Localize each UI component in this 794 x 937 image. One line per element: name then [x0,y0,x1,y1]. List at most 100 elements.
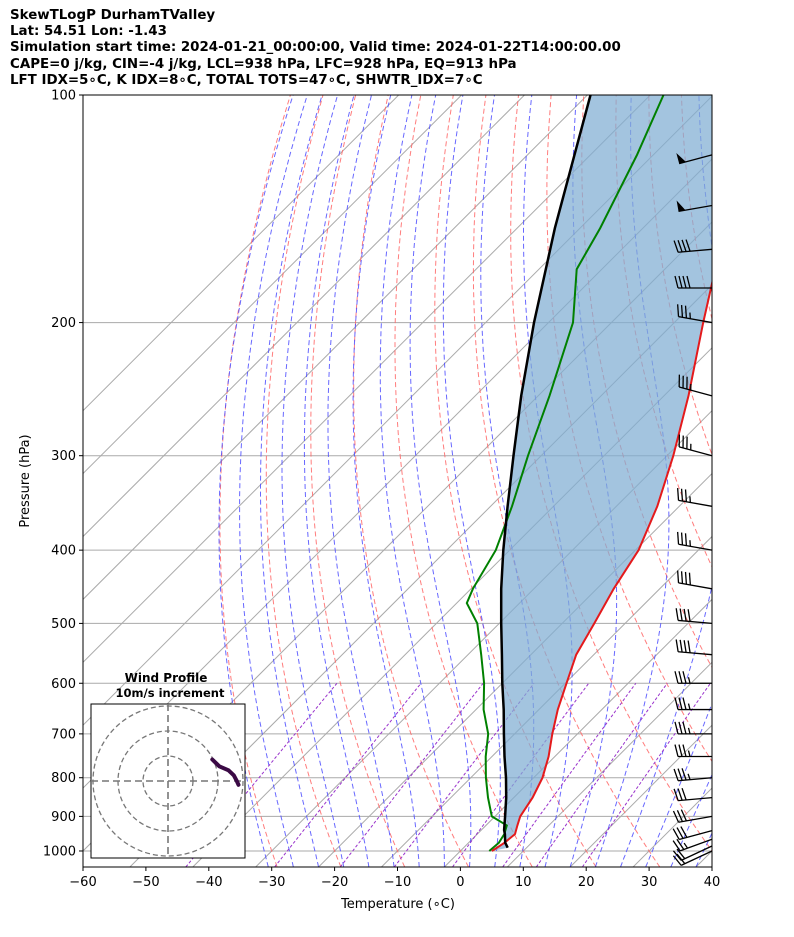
barb-flag [680,809,687,822]
moist-adiabat [218,95,294,867]
barb-staff [678,386,713,397]
hodograph-title: Wind Profile [125,671,208,685]
moist-adiabat [327,95,395,867]
barb-flag [684,305,688,319]
barb-flag [676,810,684,822]
barb-flag [683,640,687,653]
wind-barb [673,239,713,253]
barb-staff [678,446,713,457]
mixing-ratio-line [502,683,637,867]
barb-half-flag [687,773,691,780]
barb-flag [679,639,683,653]
barb-flag [685,239,691,252]
barb-flag [672,850,682,861]
barb-flag [678,697,683,710]
axes: −60 −50 −40 −30 −20 −10 0 10 20 30 40 100 200 300 400 5… [43,89,720,891]
moist-adiabat [480,95,535,867]
barb-flag [682,275,687,289]
wind-barb [676,488,713,507]
y-tick-label: 200 [51,316,76,331]
moist-adiabat [379,95,445,867]
barb-flag [678,721,683,735]
barb-staff [678,582,713,590]
dry-adiabat [779,95,794,867]
moist-adiabat [260,95,323,867]
barb-flag [680,488,684,502]
dry-adiabat [648,95,712,457]
dewpoint-line [465,95,665,852]
barb-staff [680,845,713,861]
barb-staff [678,499,713,507]
dry-adiabat [714,95,794,867]
chart-header: SkewTLogP DurhamTValley Lat: 54.51 Lon: … [10,8,621,89]
y-tick-label: 100 [51,89,76,104]
wind-barb [676,570,713,590]
barb-staff [680,850,713,866]
moist-adiabat [303,95,370,867]
barb-flag [675,639,679,652]
barb-flag [678,671,683,684]
time-line: Simulation start time: 2024-01-21_00:00:… [10,40,621,56]
barb-flag [676,853,686,865]
x-tick-label: 0 [456,875,464,890]
barb-flag [681,239,687,252]
isotherm-line [83,95,651,663]
hodograph-plot [91,704,245,858]
barb-flag [677,768,683,781]
barb-flag [678,275,683,289]
y-tick-label: 400 [51,544,76,559]
barb-half-flag [687,750,691,757]
barb-flag [680,571,684,584]
barb-pennant [676,153,686,164]
barb-flag [682,721,687,735]
x-tick-label: −30 [258,875,285,890]
moist-adiabat [442,95,501,867]
dry-adiabat [394,95,533,867]
isotherm-line [444,598,712,867]
cape-line: CAPE=0 j/kg, CIN=-4 j/kg, LCL=938 hPa, L… [10,56,517,72]
barb-flag [682,697,687,710]
moist-adiabat [670,773,712,867]
isotherm-line [83,95,400,412]
x-tick-label: 10 [515,875,532,890]
wind-barb [674,671,712,684]
barb-flag [683,608,687,622]
index-line: LFT IDX=5∘C, K IDX=8∘C, TOTAL TOTS=47∘C,… [10,72,483,88]
barb-flag [674,697,679,710]
barb-staff [678,777,713,782]
barb-flag [676,838,685,850]
barb-flag [672,855,682,866]
parcel-line [499,95,592,849]
barb-flag [676,827,684,839]
wind-barb [675,608,713,625]
mixing-ratio-line [535,683,668,867]
moist-adiabat [645,702,712,867]
barb-staff [678,619,713,625]
barb-flag [673,768,679,781]
barb-flag [676,488,680,501]
barb-flag [682,744,687,757]
x-tick-label: −10 [384,875,411,890]
moist-adiabat [620,95,712,867]
barb-flag [674,671,679,684]
barb-flag [686,275,691,289]
barb-flag [680,304,684,318]
wind-barb [672,809,713,823]
isotherm-line [83,95,588,601]
barb-flag [684,533,688,546]
y-tick-label: 900 [51,810,76,825]
barb-flag [680,532,684,545]
barb-pennant [676,200,686,212]
wind-barb [674,697,712,711]
barb-flag [681,787,687,801]
dry-adiabat [353,95,469,867]
x-tick-label: −40 [195,875,222,890]
barb-half-flag [683,842,689,849]
cape-shading [491,95,712,851]
wind-barb [672,845,713,861]
wind-barb [673,768,713,782]
barb-half-flag [687,727,691,735]
barb-flag [687,640,691,653]
temperature-line [491,279,712,852]
